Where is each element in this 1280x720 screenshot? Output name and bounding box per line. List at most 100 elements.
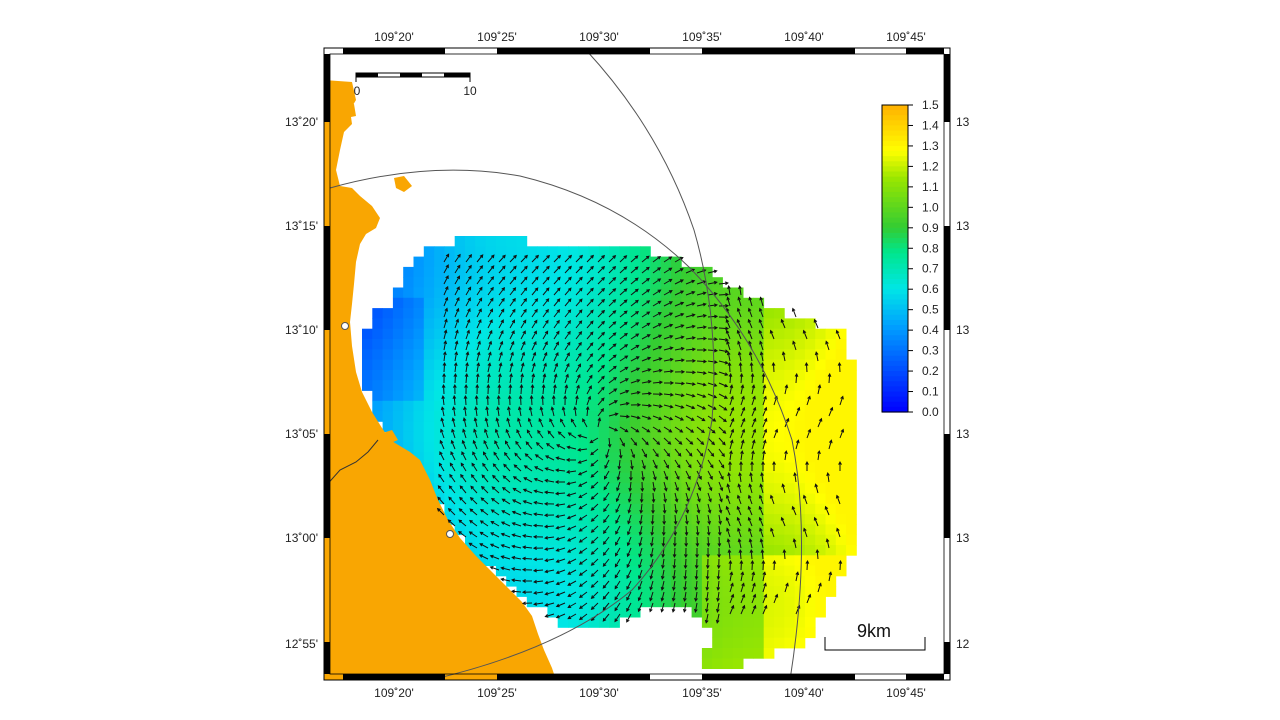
speed-cell bbox=[784, 462, 795, 474]
speed-cell bbox=[495, 277, 507, 288]
speed-cell bbox=[660, 555, 672, 566]
current-vector bbox=[509, 351, 514, 362]
current-vector bbox=[468, 531, 478, 538]
speed-cell bbox=[526, 524, 538, 536]
current-vector bbox=[707, 280, 718, 285]
current-vector bbox=[815, 548, 820, 560]
current-vector bbox=[716, 591, 720, 602]
current-vector bbox=[498, 340, 504, 351]
speed-cell bbox=[413, 359, 425, 371]
current-vector bbox=[566, 547, 577, 553]
current-vector bbox=[707, 292, 718, 296]
speed-cell bbox=[650, 411, 662, 422]
current-vector bbox=[473, 417, 478, 428]
current-vector bbox=[751, 395, 756, 406]
speed-cell bbox=[547, 606, 559, 618]
frame-tick-bar bbox=[394, 48, 445, 54]
current-vector bbox=[577, 447, 588, 452]
speed-cell bbox=[794, 421, 806, 433]
current-vector bbox=[663, 256, 673, 263]
current-vector bbox=[663, 392, 674, 397]
speed-cell bbox=[815, 411, 826, 422]
speed-cell bbox=[784, 472, 795, 484]
colorbar-swatch bbox=[882, 120, 908, 127]
current-vector bbox=[762, 395, 767, 406]
speed-cell bbox=[835, 328, 847, 340]
speed-cell bbox=[846, 514, 857, 525]
speed-cell bbox=[763, 308, 775, 319]
current-vector bbox=[696, 492, 701, 503]
current-vector bbox=[718, 371, 729, 376]
current-vector bbox=[619, 266, 628, 274]
speed-cell bbox=[846, 390, 857, 402]
current-vector bbox=[630, 367, 641, 373]
speed-cell bbox=[681, 483, 692, 494]
speed-cell bbox=[846, 442, 857, 453]
current-vector bbox=[586, 374, 593, 384]
speed-cell bbox=[372, 369, 383, 381]
current-vector bbox=[586, 385, 592, 395]
current-vector bbox=[454, 307, 460, 318]
current-vector bbox=[641, 391, 653, 396]
speed-cell bbox=[557, 359, 569, 371]
speed-cell bbox=[454, 524, 466, 536]
frame-tick-bar bbox=[324, 226, 330, 330]
speed-cell bbox=[392, 359, 404, 371]
lon-label: 109˚25' bbox=[477, 686, 517, 700]
current-vector bbox=[838, 559, 843, 571]
speed-cell bbox=[701, 545, 713, 556]
speed-cell bbox=[774, 565, 785, 577]
current-vector bbox=[649, 602, 654, 613]
speed-cell bbox=[485, 442, 497, 453]
speed-cell bbox=[784, 380, 795, 391]
current-vector bbox=[476, 351, 481, 362]
speed-cell bbox=[619, 297, 631, 309]
current-vector bbox=[454, 329, 459, 340]
current-vector bbox=[564, 319, 572, 329]
speed-cell bbox=[753, 483, 765, 494]
current-vector bbox=[498, 286, 506, 296]
speed-cell bbox=[588, 308, 600, 319]
speed-cell bbox=[547, 493, 559, 505]
speed-cell bbox=[578, 606, 589, 618]
speed-cell bbox=[763, 421, 775, 433]
current-vector bbox=[649, 547, 654, 558]
speed-cell bbox=[629, 380, 641, 391]
current-vector bbox=[520, 287, 528, 296]
speed-cell bbox=[815, 462, 826, 474]
speed-cell bbox=[475, 411, 486, 422]
speed-cell bbox=[701, 617, 713, 628]
colorbar-swatch bbox=[882, 238, 908, 244]
speed-cell bbox=[815, 483, 826, 494]
speed-cell bbox=[578, 514, 589, 525]
current-vector bbox=[748, 351, 753, 362]
current-vector bbox=[707, 426, 716, 434]
current-vector bbox=[518, 394, 523, 406]
speed-cell bbox=[712, 277, 723, 288]
current-vector bbox=[543, 501, 555, 506]
speed-cell bbox=[722, 442, 734, 453]
speed-cell bbox=[423, 339, 435, 350]
current-vector bbox=[553, 362, 559, 373]
current-vector bbox=[602, 591, 610, 600]
current-vector bbox=[597, 320, 606, 329]
frame-tick-bar bbox=[702, 674, 753, 680]
speed-cell bbox=[804, 534, 816, 546]
current-vector bbox=[537, 429, 544, 439]
current-vector bbox=[473, 428, 478, 439]
speed-cell bbox=[784, 534, 795, 546]
current-vector bbox=[597, 331, 606, 340]
current-vector bbox=[597, 265, 606, 274]
current-vector bbox=[544, 591, 555, 596]
speed-cell bbox=[774, 452, 785, 463]
speed-cell bbox=[722, 390, 734, 402]
speed-cell bbox=[598, 596, 610, 608]
current-vector bbox=[551, 394, 556, 406]
current-vector bbox=[561, 406, 566, 417]
speed-cell bbox=[392, 287, 404, 299]
current-vector bbox=[520, 308, 527, 318]
speed-cell bbox=[537, 452, 548, 463]
speed-cell bbox=[609, 462, 620, 474]
current-vector bbox=[487, 286, 494, 296]
speed-cell bbox=[701, 421, 713, 433]
